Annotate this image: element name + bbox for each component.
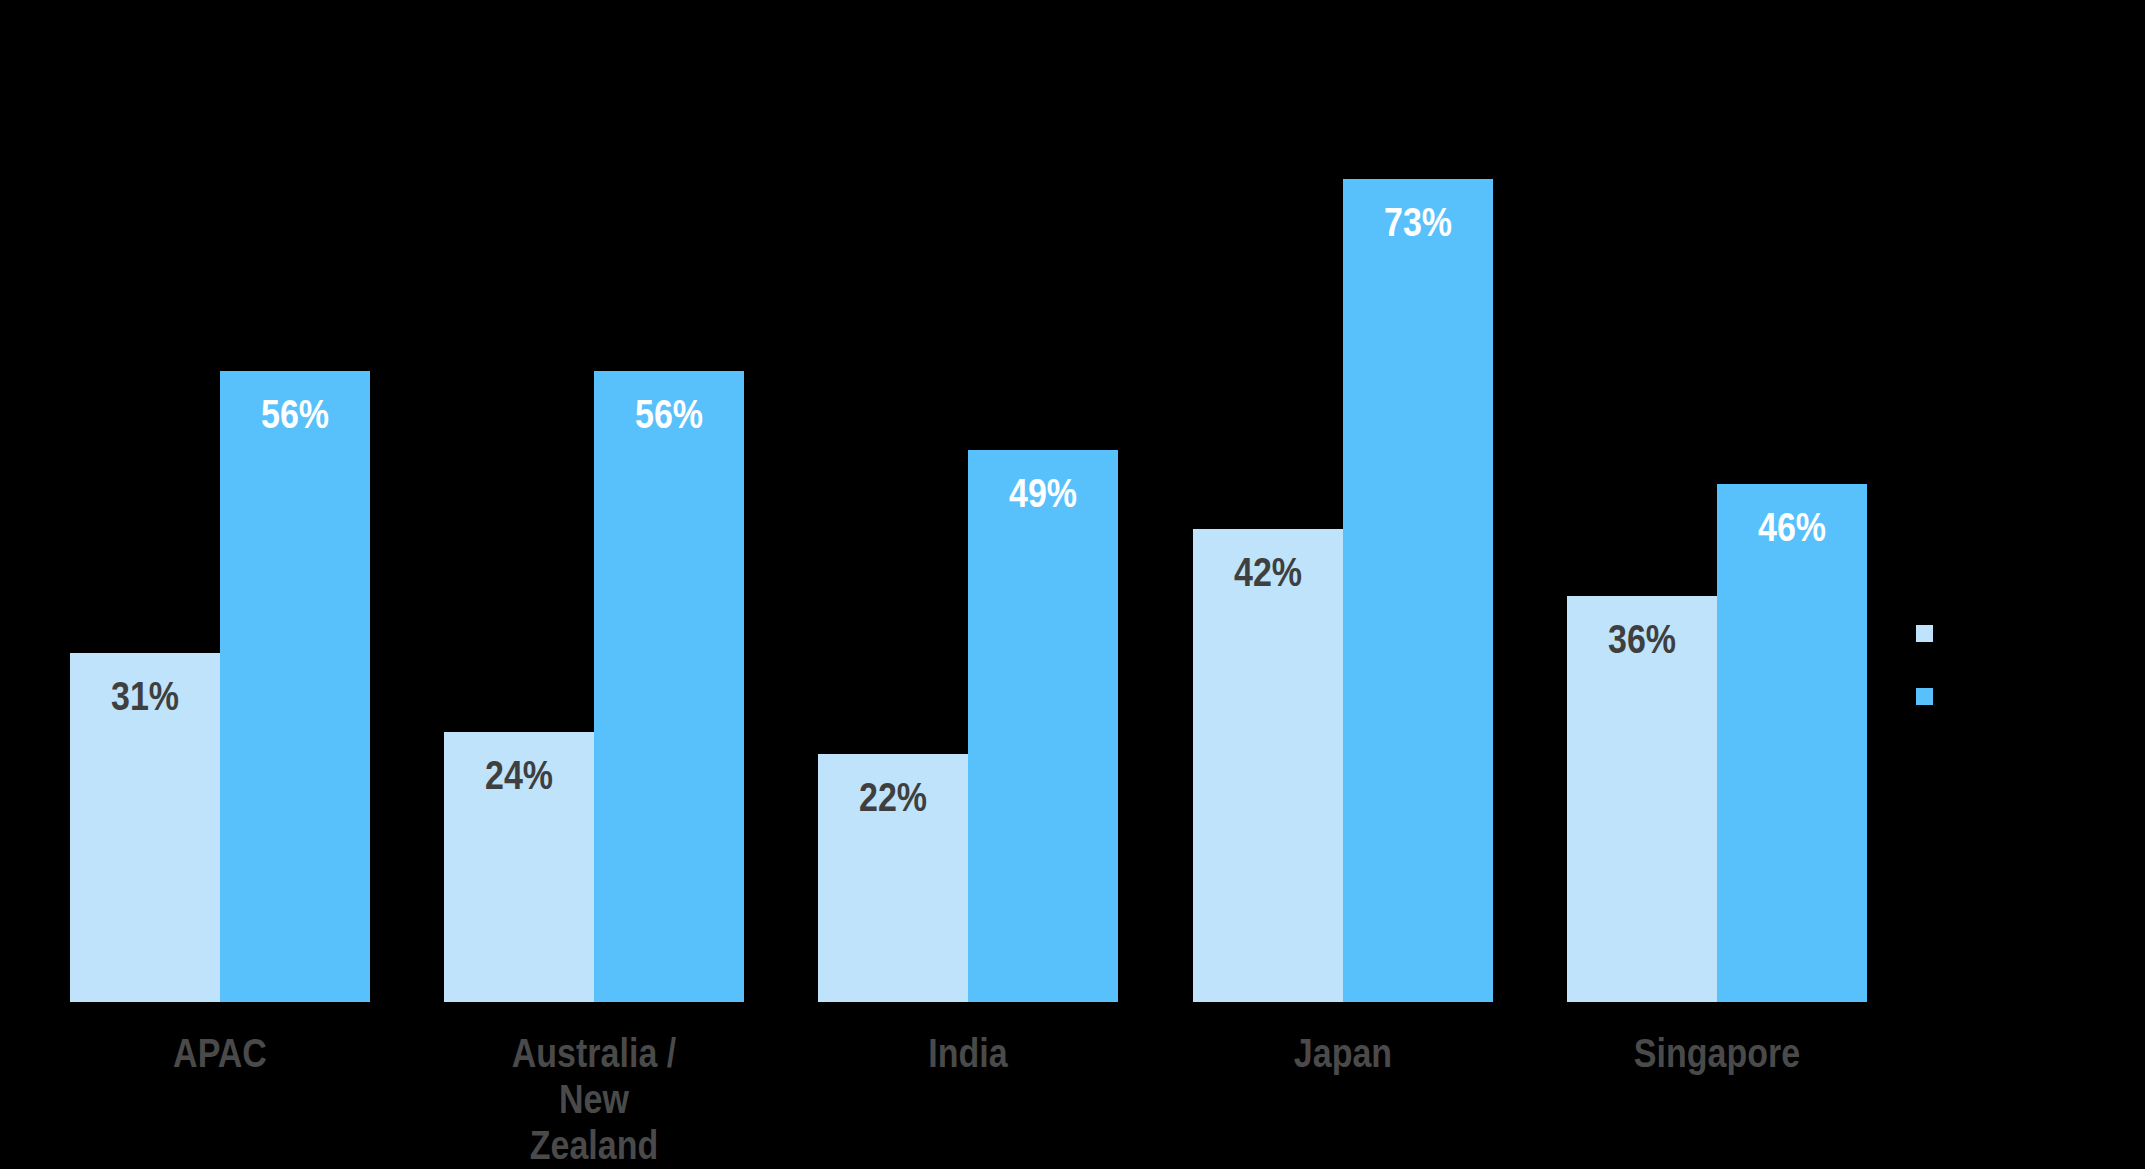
bar-value-label: 56% (605, 394, 733, 434)
category-label: APAC (61, 1030, 379, 1076)
bar-dark: 56% (220, 371, 370, 1002)
bar-light: 31% (70, 653, 220, 1002)
bar-value-label: 24% (455, 755, 583, 795)
legend-swatch-light (1916, 625, 1933, 642)
bar-value-label: 46% (1728, 507, 1856, 547)
bar-value-label: 73% (1354, 202, 1482, 242)
category-label: Australia / New Zealand (435, 1030, 753, 1168)
bar-light: 42% (1193, 529, 1343, 1002)
bar-dark: 49% (968, 450, 1118, 1002)
bar-value-label: 36% (1578, 619, 1706, 659)
bar-value-label: 42% (1204, 552, 1332, 592)
bar-dark: 56% (594, 371, 744, 1002)
bar-dark: 46% (1717, 484, 1867, 1002)
bar-value-label: 49% (979, 473, 1107, 513)
bar-light: 36% (1567, 596, 1717, 1002)
bar-light: 22% (818, 754, 968, 1002)
bar-chart-canvas: 31% 56% APAC 24% 56% Australia / New Zealand 2… (0, 0, 2145, 1169)
legend-swatch-dark (1916, 688, 1933, 705)
category-label: Japan (1184, 1030, 1502, 1076)
bar-dark: 73% (1343, 179, 1493, 1002)
bar-value-label: 31% (81, 676, 209, 716)
category-label: Singapore (1558, 1030, 1876, 1076)
category-label: India (809, 1030, 1127, 1076)
bar-light: 24% (444, 732, 594, 1002)
bar-value-label: 22% (829, 777, 957, 817)
bar-value-label: 56% (231, 394, 359, 434)
